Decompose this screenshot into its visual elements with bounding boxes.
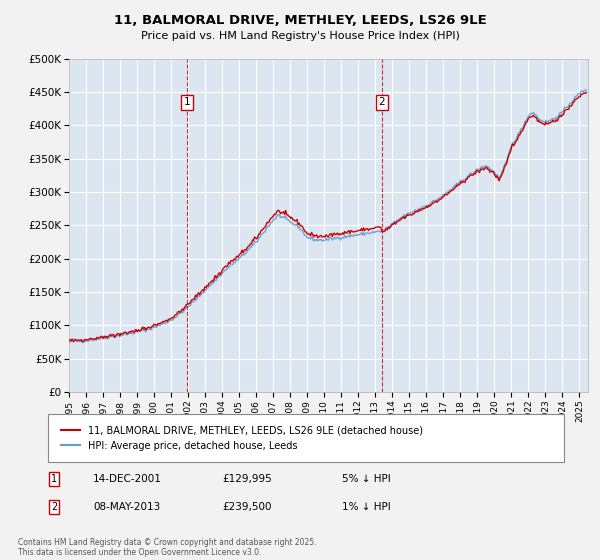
Legend: 11, BALMORAL DRIVE, METHLEY, LEEDS, LS26 9LE (detached house), HPI: Average pric: 11, BALMORAL DRIVE, METHLEY, LEEDS, LS26… [58, 423, 426, 454]
Text: 1: 1 [184, 97, 191, 107]
Text: 08-MAY-2013: 08-MAY-2013 [93, 502, 160, 512]
Text: 2: 2 [378, 97, 385, 107]
Text: 2: 2 [51, 502, 57, 512]
Text: £129,995: £129,995 [222, 474, 272, 484]
Text: 11, BALMORAL DRIVE, METHLEY, LEEDS, LS26 9LE: 11, BALMORAL DRIVE, METHLEY, LEEDS, LS26… [113, 14, 487, 27]
Text: 1: 1 [51, 474, 57, 484]
Text: 1% ↓ HPI: 1% ↓ HPI [342, 502, 391, 512]
Text: 5% ↓ HPI: 5% ↓ HPI [342, 474, 391, 484]
FancyBboxPatch shape [48, 414, 564, 462]
Text: £239,500: £239,500 [222, 502, 271, 512]
Text: Contains HM Land Registry data © Crown copyright and database right 2025.
This d: Contains HM Land Registry data © Crown c… [18, 538, 317, 557]
Text: Price paid vs. HM Land Registry's House Price Index (HPI): Price paid vs. HM Land Registry's House … [140, 31, 460, 41]
Text: 14-DEC-2001: 14-DEC-2001 [93, 474, 162, 484]
